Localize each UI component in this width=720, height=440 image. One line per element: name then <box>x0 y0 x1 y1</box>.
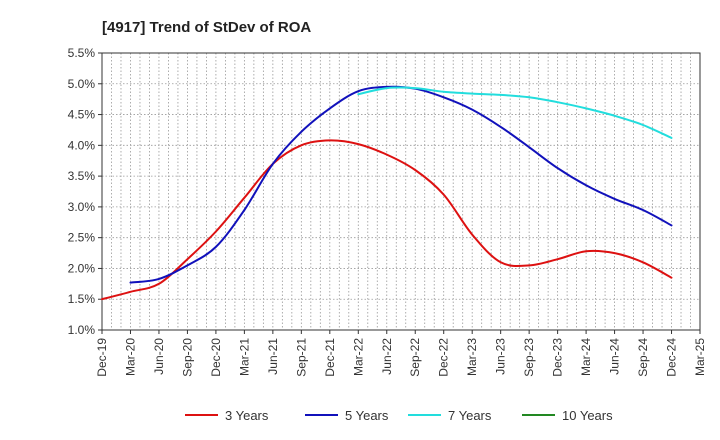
grid-lines <box>102 53 700 330</box>
series-line-7-years <box>357 86 673 139</box>
axes <box>101 52 701 331</box>
legend-label: 3 Years <box>225 408 269 423</box>
y-tick-label: 2.5% <box>68 231 96 245</box>
x-tick-label: Mar-23 <box>465 338 479 376</box>
x-tick-label: Mar-21 <box>237 338 251 376</box>
x-tick-label: Mar-20 <box>123 338 137 376</box>
y-tick-label: 4.5% <box>68 108 96 122</box>
x-tick-label: Jun-23 <box>494 338 508 375</box>
x-tick-label: Dec-21 <box>323 338 337 377</box>
x-tick-label: Dec-20 <box>209 338 223 377</box>
legend-label: 5 Years <box>345 408 389 423</box>
y-tick-label: 2.0% <box>68 261 96 275</box>
x-tick-label: Dec-22 <box>437 338 451 377</box>
x-tick-label: Sep-23 <box>522 338 536 377</box>
legend-item: 3 Years <box>185 408 269 423</box>
legend-item: 5 Years <box>305 408 389 423</box>
series-lines <box>101 85 673 301</box>
x-tick-label: Mar-25 <box>693 338 707 376</box>
x-axis-ticks: Dec-19 Mar-20 Jun-20 Sep-20 Dec-20 Mar-21 Jun-… <box>95 330 707 377</box>
y-tick-label: 4.0% <box>68 138 96 152</box>
x-tick-label: Jun-21 <box>266 338 280 375</box>
x-tick-label: Sep-21 <box>294 338 308 377</box>
y-tick-label: 3.5% <box>68 169 96 183</box>
x-tick-label: Mar-22 <box>351 338 365 376</box>
x-tick-label: Jun-24 <box>608 338 622 375</box>
plot-area <box>102 53 700 330</box>
x-tick-label: Jun-22 <box>380 338 394 375</box>
y-axis-ticks: 1.0% 1.5% 2.0% 2.5% 3.0% 3.5% 4.0% 4.5% 5.0% 5.5% <box>68 46 102 337</box>
x-tick-label: Sep-24 <box>636 338 650 377</box>
legend-label: 7 Years <box>448 408 492 423</box>
chart-title: [4917] Trend of StDev of ROA <box>102 19 311 36</box>
x-tick-label: Dec-19 <box>95 338 109 377</box>
y-tick-label: 5.5% <box>68 46 96 60</box>
legend-item: 10 Years <box>522 408 613 423</box>
x-tick-label: Mar-24 <box>579 338 593 376</box>
y-tick-label: 5.0% <box>68 77 96 91</box>
plot-frame <box>101 52 701 331</box>
y-tick-label: 1.0% <box>68 323 96 337</box>
legend-item: 7 Years <box>408 408 492 423</box>
y-tick-label: 3.0% <box>68 200 96 214</box>
x-tick-label: Sep-20 <box>180 338 194 377</box>
x-tick-label: Jun-20 <box>152 338 166 375</box>
y-tick-label: 1.5% <box>68 292 96 306</box>
legend-label: 10 Years <box>562 408 613 423</box>
legend: 3 Years 5 Years 7 Years 10 Years <box>185 408 613 423</box>
x-tick-label: Dec-23 <box>551 338 565 377</box>
x-tick-label: Sep-22 <box>408 338 422 377</box>
series-line-3-years <box>101 139 673 301</box>
x-tick-label: Dec-24 <box>665 338 679 377</box>
